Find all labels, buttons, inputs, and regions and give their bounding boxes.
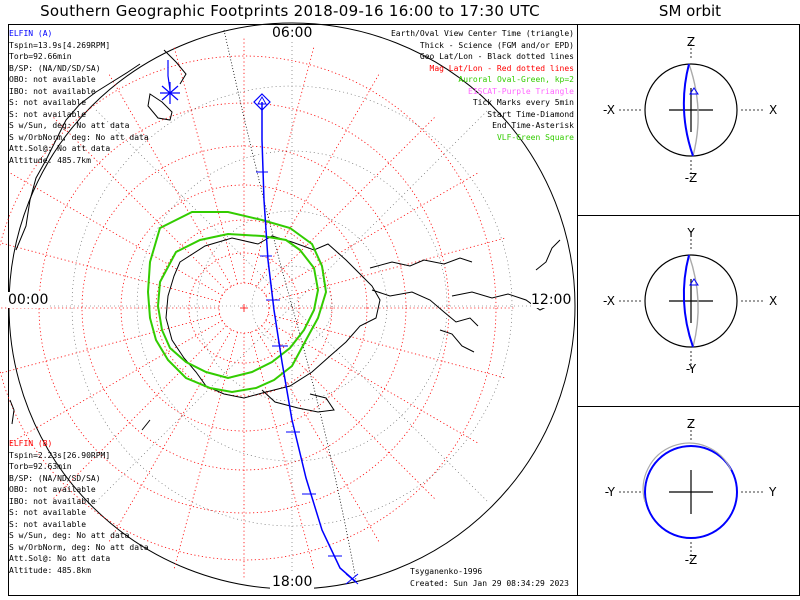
elfin-b-info-line: Att.Sol@: No att data [9, 554, 111, 563]
elfin-b-info-line: Altitude: 485.8km [9, 565, 91, 575]
legend-entry: End Time-Asterisk [492, 121, 574, 130]
axis-label: -Y [686, 362, 697, 376]
terminator-line [223, 29, 357, 581]
hour-label-bottom: 18:00 [270, 574, 315, 590]
orbit-panel-yz: Z -Z -Y Y [605, 417, 777, 567]
axis-label: -Y [605, 485, 616, 499]
axis-label: -X [603, 103, 615, 117]
auroral-oval [146, 211, 328, 394]
axis-label: Y [768, 485, 777, 499]
start-diamond [253, 93, 271, 111]
legend-entry: Auroral Oval-Green, kp=2 [458, 75, 574, 84]
orbit-a-track [682, 254, 694, 348]
axis-label: Z [687, 417, 695, 431]
view-center-triangle [257, 96, 267, 105]
orbit-a-track [644, 445, 738, 539]
hour-label-left: 00:00 [8, 292, 49, 308]
model-label: Tsyganenko-1996 [410, 567, 483, 576]
elfin-b-info-line: Tspin=2.23s[26.90RPM] [9, 450, 111, 460]
elfin-a-info-line: IBO: not available [9, 86, 96, 96]
mag-lat-lon-grid [0, 38, 514, 578]
legend-entry: Mag Lat/Lon - Red dotted lines [429, 63, 575, 73]
elfin-b-info-line: S w/Sun, deg: No att data [9, 531, 130, 540]
geo-lat-lon-grid [14, 30, 570, 582]
elfin-a-footprint [160, 60, 359, 585]
orbit-a-track [682, 63, 694, 157]
axis-label: -Z [685, 553, 698, 567]
elfin-b-info-line: S: not available [9, 519, 87, 529]
end-asterisk [160, 82, 180, 104]
elfin-a-info: ELFIN (A) Tspin=13.9s[4.269RPM] Torb=92.6… [9, 28, 149, 166]
hour-label-right: 12:00 [531, 292, 572, 308]
legend-entry: Tick Marks every 5min [472, 98, 574, 107]
orbit-view-triangle [689, 278, 699, 286]
orbit-view-triangle [689, 87, 699, 95]
end-asterisk-b [345, 573, 359, 585]
legend-entry: EISCAT-Purple Triangle [468, 86, 574, 96]
elfin-b-info-line: Torb=92.63min [9, 462, 72, 471]
elfin-a-info-line: Att.Sol@: No att data [9, 144, 111, 153]
elfin-b-info: ELFIN (B) Tspin=2.23s[26.90RPM] Torb=92.6… [9, 438, 149, 576]
elfin-a-info-line: S w/Sun, deg: No att data [9, 121, 130, 130]
axis-label: -Z [685, 171, 698, 185]
page-title: Southern Geographic Footprints 2018-09-1… [40, 2, 540, 20]
legend-entry: Start Time-Diamond [487, 109, 574, 119]
elfin-b-info-line: S: not available [9, 508, 87, 517]
elfin-a-info-line: B/SP: (NA/ND/SD/SA) [9, 63, 101, 73]
sm-orbit-panels: Z -Z -X X Y -Y -X X Z -Z -Y Y [603, 35, 777, 567]
orbit-b-track [688, 63, 699, 157]
elfin-a-info-line: S: not available [9, 98, 87, 107]
elfin-b-name: ELFIN (B) [9, 439, 53, 448]
elfin-b-info-line: B/SP: (NA/ND/SD/SA) [9, 473, 101, 483]
legend-entry: Thick - Science (FGM and/or EPD) [419, 40, 574, 50]
map-footer: Tsyganenko-1996 Created: Sun Jan 29 08:3… [410, 566, 569, 589]
elfin-a-info-line: OBO: not available [9, 75, 96, 84]
created-timestamp: Created: Sun Jan 29 08:34:29 2023 [410, 578, 569, 588]
legend-entry: VLF-Green Square [496, 132, 574, 142]
elfin-a-info-line: S w/OrbNorm, deg: No att data [9, 132, 149, 142]
elfin-a-name: ELFIN (A) [9, 29, 53, 38]
axis-label: Y [686, 226, 695, 240]
elfin-b-info-line: OBO: not available [9, 485, 96, 494]
legend-entry: Earth/Oval View Center Time (triangle) [390, 29, 574, 38]
orbit-b-track [688, 254, 699, 348]
axis-label: Z [687, 35, 695, 49]
elfin-a-info-line: Tspin=13.9s[4.269RPM] [9, 40, 111, 50]
axis-label: X [769, 103, 777, 117]
orbit-panel-xy: Y -Y -X X [603, 226, 777, 376]
map-legend: Earth/Oval View Center Time (triangle) Th… [391, 28, 574, 143]
elfin-a-info-line: Torb=92.66min [9, 52, 72, 61]
orbit-panel-title: SM orbit [658, 2, 722, 20]
elfin-b-info-line: IBO: not available [9, 496, 96, 506]
axis-label: X [769, 294, 777, 308]
elfin-a-info-line: S: not available [9, 109, 87, 119]
orbit-panel-xz: Z -Z -X X [603, 35, 777, 185]
mag-pole-marker [240, 304, 248, 312]
hour-label-top: 06:00 [270, 25, 315, 41]
axis-label: -X [603, 294, 615, 308]
orbit-b-track [642, 442, 732, 503]
elfin-b-info-line: S w/OrbNorm, deg: No att data [9, 542, 149, 552]
elfin-a-info-line: Altitude: 485.7km [9, 155, 91, 165]
legend-entry: Geo Lat/Lon - Black dotted lines [419, 52, 574, 61]
coastlines [9, 49, 565, 431]
